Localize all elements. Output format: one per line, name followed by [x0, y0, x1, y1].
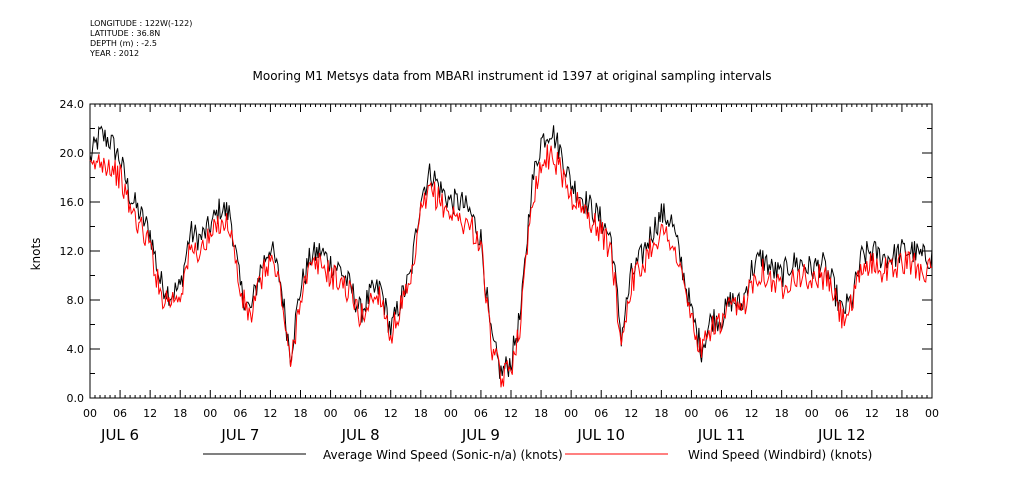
chart-title: Mooring M1 Metsys data from MBARI instru… [253, 69, 772, 83]
x-tick-label: 18 [173, 407, 187, 420]
x-tick-label: 06 [474, 407, 488, 420]
x-tick-label: 06 [354, 407, 368, 420]
x-tick-label: 00 [564, 407, 578, 420]
x-tick-label: 18 [654, 407, 668, 420]
x-tick-label: 18 [414, 407, 428, 420]
x-tick-label: 12 [384, 407, 398, 420]
y-tick-label: 8.0 [67, 294, 85, 307]
plot-frame [89, 103, 933, 399]
series-layer [89, 125, 933, 388]
x-tick-label: 00 [203, 407, 217, 420]
y-tick-label: 0.0 [67, 392, 85, 405]
series-line-average-wind-speed [89, 125, 933, 379]
metadata-block: LONGITUDE : 122W(-122) LATITUDE : 36.8N … [90, 19, 192, 59]
day-label: JUL 7 [220, 426, 259, 444]
legend: Average Wind Speed (Sonic-n/a) (knots) Wi… [203, 448, 872, 462]
y-tick-label: 16.0 [60, 196, 85, 209]
x-tick-label: 18 [775, 407, 789, 420]
x-tick-label: 00 [925, 407, 939, 420]
x-tick-label: 12 [263, 407, 277, 420]
day-label: JUL 6 [100, 426, 139, 444]
day-label: JUL 11 [697, 426, 746, 444]
x-tick-label: 18 [294, 407, 308, 420]
series-line-windbird-wind-speed [89, 144, 933, 388]
longitude-label: LONGITUDE : 122W(-122) [90, 19, 193, 28]
x-tick-label: 00 [444, 407, 458, 420]
y-tick-label: 24.0 [60, 98, 85, 111]
x-tick-label: 18 [895, 407, 909, 420]
day-label: JUL 10 [576, 426, 625, 444]
axis-ticks: 0.0 4.0 8.0 12.0 16.0 20.0 24.0 00 06 12 18 00 06 12 1… [60, 98, 940, 444]
x-tick-label: 12 [504, 407, 518, 420]
x-tick-label: 06 [715, 407, 729, 420]
x-tick-label: 00 [805, 407, 819, 420]
x-tick-label: 06 [835, 407, 849, 420]
y-axis-label: knots [29, 238, 43, 271]
x-tick-label: 18 [534, 407, 548, 420]
x-tick-label: 00 [684, 407, 698, 420]
legend-label-average: Average Wind Speed (Sonic-n/a) (knots) [323, 448, 563, 462]
y-tick-label: 20.0 [60, 147, 85, 160]
x-tick-label: 12 [745, 407, 759, 420]
x-tick-label: 12 [143, 407, 157, 420]
day-label: JUL 8 [341, 426, 380, 444]
x-tick-label: 00 [324, 407, 338, 420]
x-tick-label: 06 [233, 407, 247, 420]
day-label: JUL 12 [817, 426, 866, 444]
x-tick-label: 00 [83, 407, 97, 420]
x-tick-label: 06 [594, 407, 608, 420]
legend-label-windbird: Wind Speed (Windbird) (knots) [688, 448, 872, 462]
depth-label: DEPTH (m) : -2.5 [90, 39, 157, 48]
x-tick-label: 06 [113, 407, 127, 420]
x-tick-label: 12 [624, 407, 638, 420]
year-label: YEAR : 2012 [90, 49, 140, 58]
y-tick-label: 4.0 [67, 343, 85, 356]
y-tick-label: 12.0 [60, 245, 85, 258]
latitude-label: LATITUDE : 36.8N [90, 29, 161, 38]
day-label: JUL 9 [461, 426, 500, 444]
x-tick-label: 12 [865, 407, 879, 420]
